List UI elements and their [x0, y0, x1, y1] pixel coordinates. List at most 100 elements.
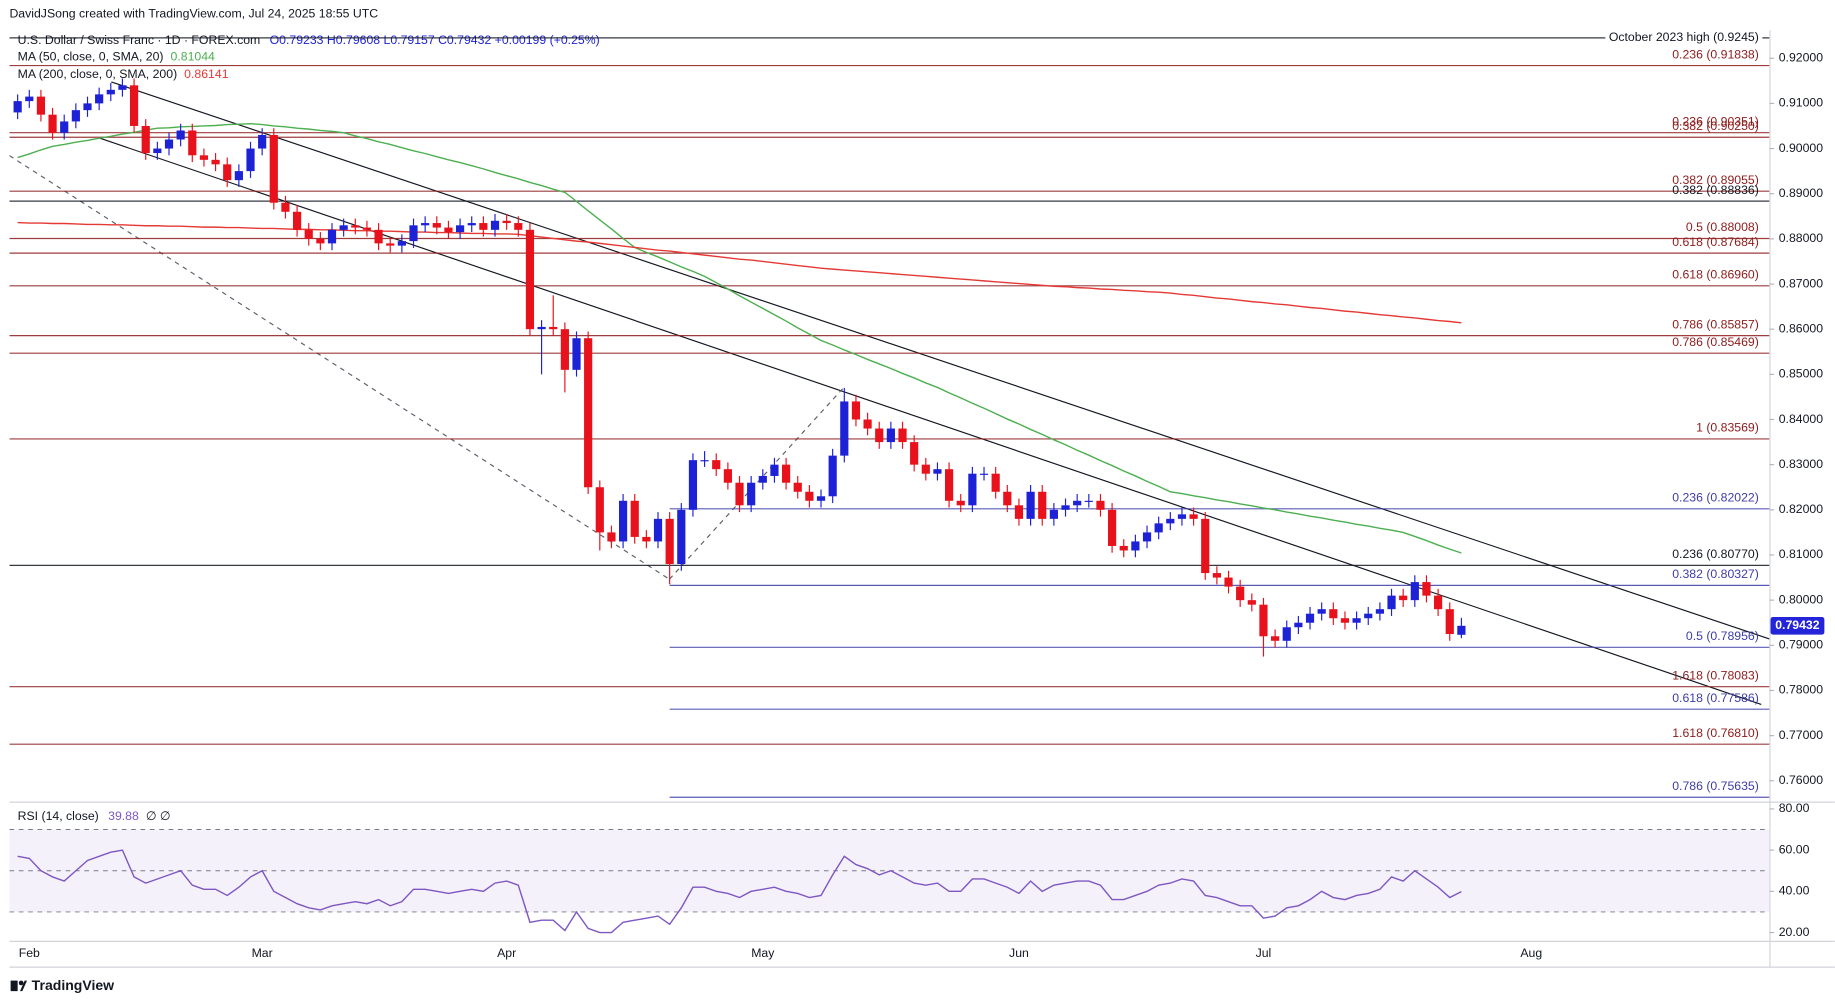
level-label: 0.5 (0.78956) [1686, 629, 1759, 643]
candle-body [1142, 532, 1152, 542]
candle-body [781, 464, 791, 483]
candle-body [153, 148, 162, 154]
candle-body [630, 500, 639, 537]
candle-body [71, 110, 80, 122]
candle-body [316, 238, 325, 244]
candle-body [374, 229, 383, 244]
candle-body [25, 96, 34, 102]
candle-body [1434, 595, 1443, 610]
candle-body [176, 130, 185, 140]
y-tick-label: 0.91000 [1779, 96, 1824, 110]
candle-body [1166, 518, 1175, 524]
level-label-bg [1605, 29, 1763, 47]
y-tick-label: 0.85000 [1779, 367, 1824, 381]
y-tick-label: 40.00 [1779, 884, 1810, 898]
candle-body [1038, 491, 1047, 519]
candle-body [258, 134, 267, 149]
y-tick-label: 0.87000 [1779, 276, 1824, 290]
x-tick-label: Aug [1520, 946, 1542, 960]
level-label: 0.5 (0.88008) [1686, 220, 1759, 234]
candle-body [1154, 523, 1163, 533]
candle-body [36, 96, 46, 115]
candle-body [1282, 627, 1291, 641]
candle-body [537, 326, 546, 330]
candle-body [48, 114, 57, 133]
candle-body [898, 428, 907, 443]
candle-body [712, 460, 721, 470]
candle-body [700, 460, 709, 462]
level-label: 0.382 (0.88836) [1672, 183, 1759, 197]
rsi-line [17, 849, 1462, 934]
candle-body [1131, 541, 1140, 551]
candle-body [875, 428, 884, 443]
y-tick-label: 0.89000 [1779, 186, 1824, 200]
y-tick-label: 0.84000 [1779, 412, 1824, 426]
y-tick-label: 0.82000 [1779, 502, 1824, 516]
candle-body [1177, 514, 1187, 519]
candle-body [386, 243, 395, 246]
candle-body [234, 171, 243, 181]
logo-mark [10, 980, 18, 992]
candle-body [758, 475, 767, 483]
level-label: 0.382 (0.80327) [1672, 567, 1759, 581]
x-tick-label: Jul [1256, 946, 1272, 960]
candle-body [688, 460, 698, 510]
candle-body [1329, 609, 1338, 619]
candle-body [979, 473, 989, 475]
candle-body [1364, 613, 1373, 619]
candle-body [1399, 595, 1408, 601]
candle-body [1096, 500, 1105, 510]
candle-body [502, 220, 511, 224]
candle-body [618, 500, 628, 542]
level-label: 0.786 (0.85469) [1672, 335, 1759, 349]
candle-body [1352, 618, 1361, 623]
level-label: 0.618 (0.77586) [1672, 691, 1759, 705]
level-label: 0.618 (0.86960) [1672, 268, 1759, 282]
level-label: 0.382 (0.90250) [1672, 119, 1759, 133]
candle-body [13, 101, 22, 113]
y-tick-label: 0.78000 [1779, 683, 1824, 697]
candle-body [339, 225, 348, 230]
candle-body [572, 338, 581, 370]
level-label: 0.236 (0.91838) [1672, 47, 1759, 61]
candle-body [1422, 582, 1431, 596]
candle-body [1189, 514, 1198, 519]
y-tick-label: 0.79000 [1779, 638, 1824, 652]
moving-average-line [17, 122, 1462, 554]
candle-body [1317, 609, 1326, 614]
candle-body [432, 223, 441, 228]
level-label: 0.382 (0.89055) [1672, 173, 1759, 187]
candle-body [723, 469, 732, 483]
y-tick-label: 0.81000 [1779, 547, 1824, 561]
candle-body [1259, 604, 1268, 637]
candle-body [281, 202, 290, 212]
candle-body [851, 401, 861, 420]
price-plot [9, 37, 1770, 798]
x-tick-label: May [751, 946, 775, 960]
candle-body [223, 164, 232, 181]
y-tick-label: 0.88000 [1779, 231, 1824, 245]
candle-body [1014, 505, 1024, 519]
candle-body [351, 225, 360, 228]
candle-body [1294, 622, 1303, 628]
attribution: DavidJSong created with TradingView.com,… [9, 6, 378, 20]
candle-body [677, 509, 686, 565]
candle-body [549, 326, 558, 330]
candle-body [840, 401, 849, 456]
candle-body [1084, 500, 1093, 502]
candle-body [863, 419, 872, 429]
candle-body [362, 227, 372, 230]
legend-value: 0.81044 [171, 50, 216, 64]
logo-text: TradingView [32, 977, 114, 993]
level-label: 1.618 (0.78083) [1672, 668, 1759, 682]
candle-body [1003, 491, 1012, 506]
candle-body [921, 464, 930, 474]
candle-body [1271, 636, 1280, 641]
legend-value: 39.88 [108, 809, 139, 823]
candle-body [1026, 491, 1035, 519]
candle-body [828, 455, 837, 497]
candle-body [1340, 618, 1350, 623]
candle-body [968, 473, 977, 506]
y-tick-label: 0.90000 [1779, 141, 1824, 155]
candle-body [421, 223, 430, 226]
